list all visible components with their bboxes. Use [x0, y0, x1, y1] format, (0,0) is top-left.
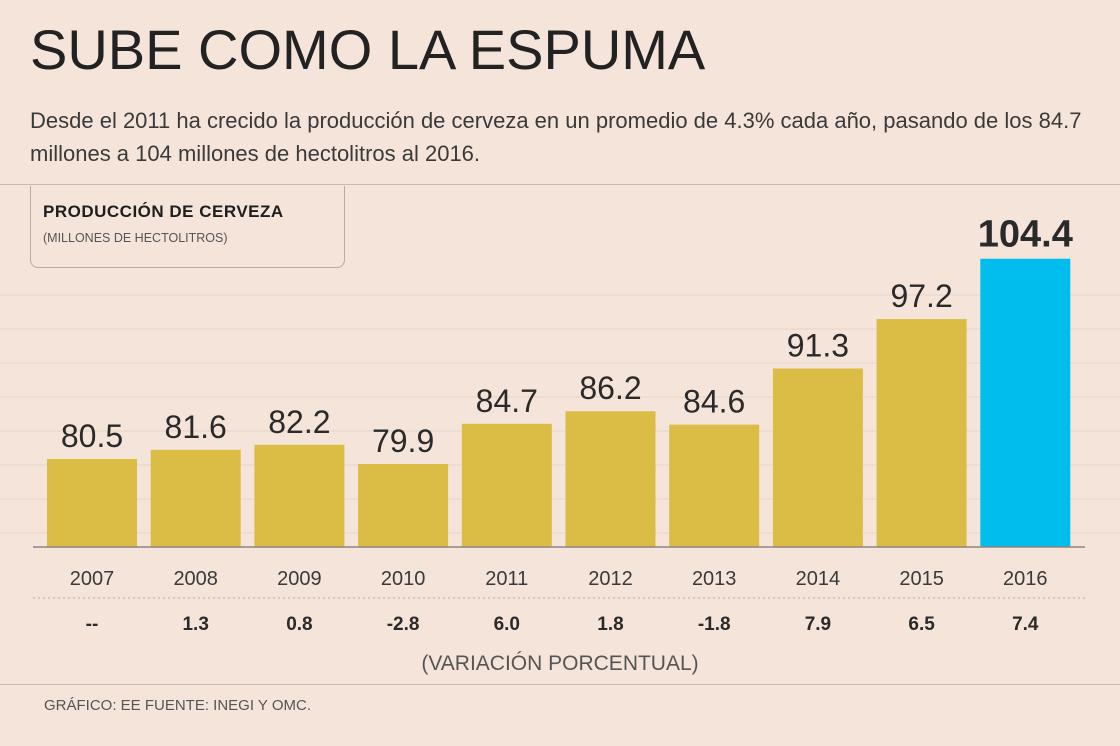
- value-label-2008: 81.6: [165, 409, 227, 445]
- value-label-2016: 104.4: [978, 214, 1073, 256]
- value-label-2010: 79.9: [372, 423, 434, 459]
- x-tick-label: 2007: [70, 568, 115, 590]
- page-subtitle: Desde el 2011 ha crecido la producción d…: [30, 108, 1082, 166]
- bar-2008: [150, 449, 241, 547]
- x-tick-label: 2009: [277, 568, 322, 590]
- x-tick-label: 2013: [692, 568, 737, 590]
- chart-title: PRODUCCIÓN DE CERVEZA: [43, 202, 284, 221]
- value-label-2009: 82.2: [268, 404, 330, 440]
- bar-2011: [461, 423, 552, 547]
- value-label-2012: 86.2: [579, 370, 641, 406]
- variation-label: 6.0: [494, 614, 520, 635]
- value-label-2013: 84.6: [683, 384, 745, 420]
- bar-2014: [772, 368, 863, 547]
- variation-label: 7.9: [805, 614, 831, 635]
- x-tick-label: 2014: [796, 568, 841, 590]
- bar-2009: [254, 444, 345, 547]
- x-tick-label: 2015: [899, 568, 944, 590]
- value-label-2007: 80.5: [61, 418, 123, 454]
- variation-label: 1.8: [597, 614, 623, 635]
- bar-2012: [565, 411, 656, 547]
- variation-label: 7.4: [1012, 614, 1039, 635]
- variation-label: 0.8: [286, 614, 312, 635]
- x-tick-label: 2011: [485, 568, 528, 590]
- x-tick-label: 2016: [1003, 568, 1048, 590]
- bar-2016: [980, 258, 1071, 547]
- bar-2015: [876, 319, 967, 547]
- x-tick-label: 2012: [588, 568, 633, 590]
- variation-label: --: [86, 614, 99, 635]
- page-title: SUBE COMO LA ESPUMA: [30, 18, 706, 81]
- variation-label: 1.3: [182, 614, 208, 635]
- chart-label-box: PRODUCCIÓN DE CERVEZA (MILLONES DE HECTO…: [30, 186, 345, 268]
- variation-label: 6.5: [908, 614, 935, 635]
- bottom-divider: [0, 684, 1120, 685]
- top-divider: [0, 184, 1120, 185]
- source-note: GRÁFICO: EE FUENTE: INEGI Y OMC.: [44, 697, 311, 714]
- x-tick-label: 2010: [381, 568, 426, 590]
- variation-label: -2.8: [387, 614, 420, 635]
- bar-2010: [358, 464, 449, 547]
- value-label-2014: 91.3: [787, 328, 849, 364]
- variation-label: -1.8: [698, 614, 731, 635]
- value-label-2011: 84.7: [476, 383, 538, 419]
- variation-caption: (VARIACIÓN PORCENTUAL): [421, 652, 698, 675]
- x-tick-label: 2008: [173, 568, 218, 590]
- bar-2013: [669, 424, 760, 547]
- chart-unit-label: (MILLONES DE HECTOLITROS): [43, 231, 228, 245]
- bar-2007: [47, 459, 137, 547]
- value-label-2015: 97.2: [890, 278, 952, 314]
